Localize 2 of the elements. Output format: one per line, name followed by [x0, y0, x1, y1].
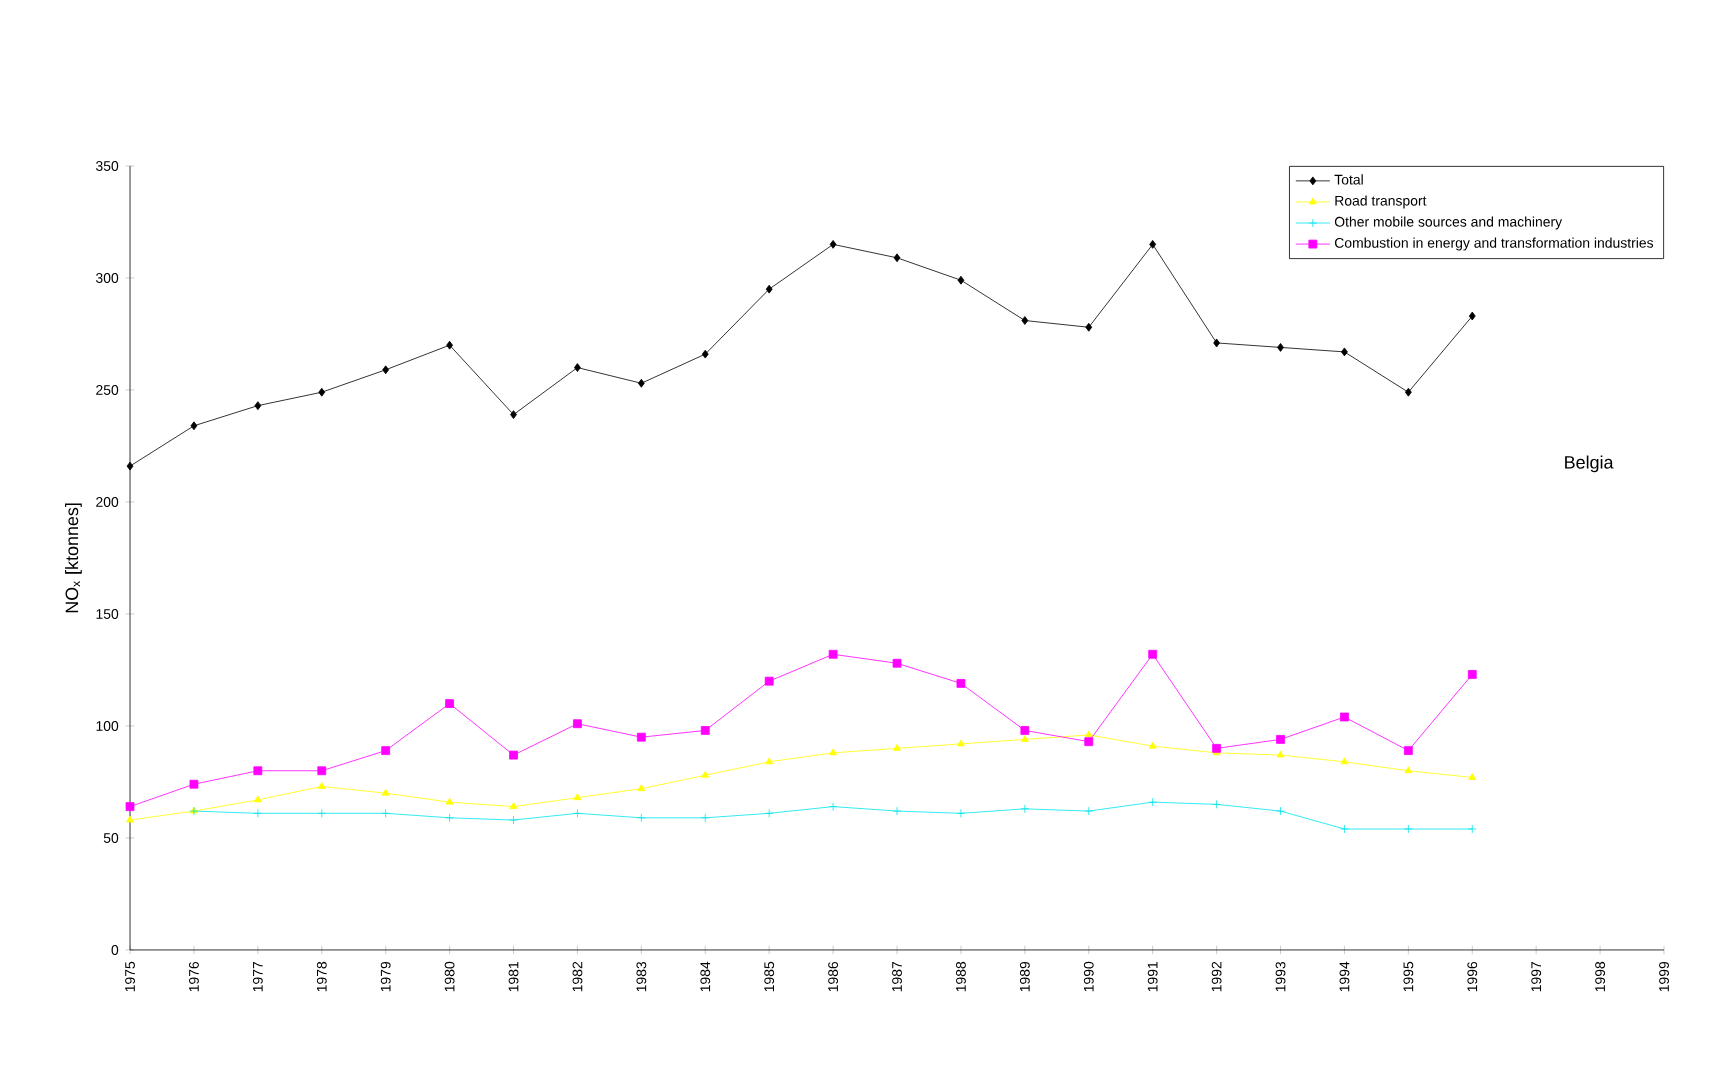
annotation: Belgia: [1565, 455, 1614, 473]
y-axis-title: NO$_{x}$ [ktonnes]: [65, 503, 82, 613]
